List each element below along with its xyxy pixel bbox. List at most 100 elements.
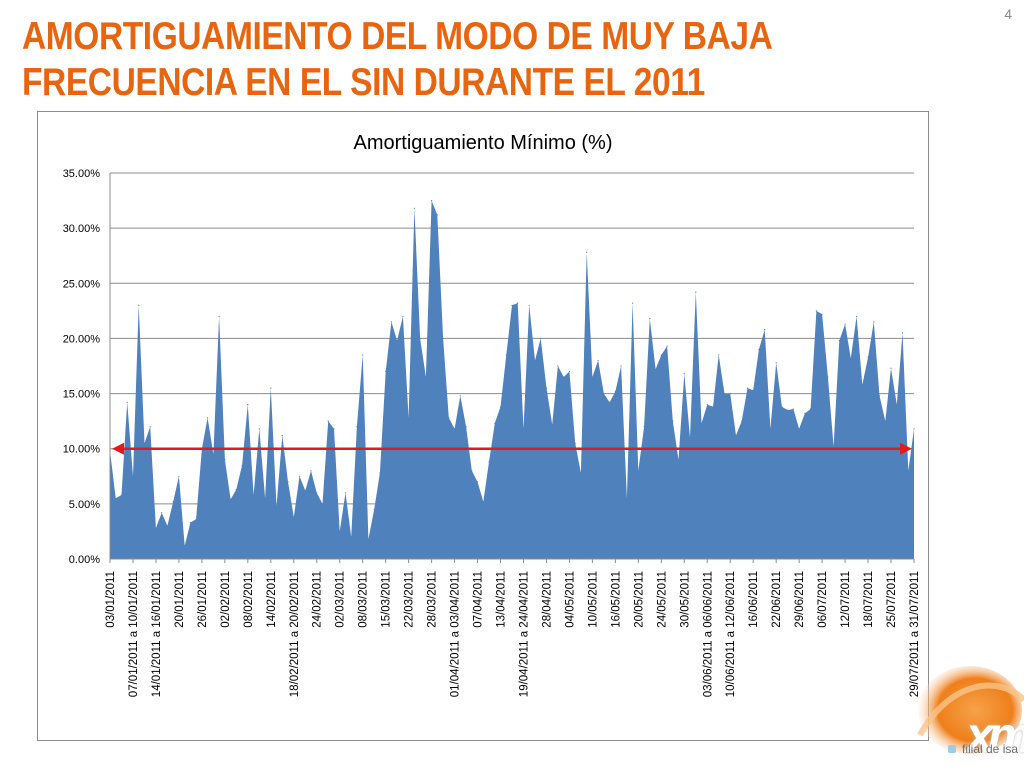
data-point — [706, 404, 708, 406]
data-point — [184, 545, 186, 547]
x-tick-label: 14/02/2011 — [266, 571, 278, 628]
data-point — [408, 417, 410, 419]
data-point — [275, 505, 278, 507]
data-point — [161, 512, 163, 514]
data-point — [833, 445, 835, 448]
data-point — [396, 340, 398, 342]
data-point — [522, 428, 525, 430]
data-point — [207, 417, 209, 419]
chart: Amortiguamiento Mínimo (%) 0.00% 5.00% 10.… — [63, 132, 921, 697]
data-point — [781, 406, 783, 408]
x-tick-label: 28/04/2011 — [541, 571, 553, 628]
x-tick-label: 13/04/2011 — [496, 571, 508, 628]
chart-frame: Amortiguamiento Mínimo (%) 0.00% 5.00% 10.… — [37, 111, 929, 741]
y-tick-label: 10.00% — [63, 444, 101, 456]
data-point — [120, 494, 123, 496]
data-point — [505, 354, 507, 356]
data-point — [752, 389, 754, 391]
data-point — [344, 492, 347, 494]
data-point — [827, 376, 829, 378]
data-point — [787, 409, 789, 411]
data-point — [132, 475, 134, 477]
data-point — [597, 359, 599, 362]
slide-title-line-1: AMORTIGUAMIENTO DEL MODO DE MUY BAJA — [22, 15, 773, 58]
data-point — [385, 370, 387, 373]
y-tick-label: 30.00% — [63, 223, 101, 235]
data-point — [528, 304, 530, 306]
x-tick-label: 10/05/2011 — [587, 571, 599, 628]
chart-title: Amortiguamiento Mínimo (%) — [354, 132, 613, 154]
data-point — [723, 393, 726, 395]
data-point — [695, 291, 697, 293]
data-point — [884, 420, 886, 422]
data-point — [367, 538, 369, 540]
data-point — [149, 426, 151, 428]
y-tick-label: 20.00% — [63, 333, 101, 345]
x-tick-label: 12/07/2011 — [840, 571, 852, 628]
data-point — [580, 472, 582, 474]
data-point — [166, 525, 168, 527]
x-tick-label: 07/01/2011 a 10/01/2011 — [128, 571, 140, 697]
data-point — [568, 370, 571, 373]
isa-mark-icon — [948, 745, 956, 753]
data-point — [287, 481, 289, 483]
data-point — [815, 310, 818, 312]
data-point — [189, 522, 191, 524]
data-point — [861, 384, 863, 386]
x-tick-label: 14/01/2011 a 16/01/2011 — [151, 571, 163, 697]
y-tick-label: 0.00% — [69, 554, 100, 566]
x-tick-label: 30/05/2011 — [679, 571, 691, 628]
data-point — [304, 490, 306, 492]
data-point — [666, 345, 668, 347]
data-point — [488, 461, 490, 463]
data-point — [792, 408, 795, 410]
x-tick-label: 03/01/2011 — [105, 571, 117, 628]
x-tick-label: 08/03/2011 — [358, 571, 370, 628]
data-point — [494, 422, 496, 424]
data-point — [224, 459, 226, 461]
data-point — [660, 354, 662, 356]
data-point — [712, 406, 714, 408]
data-point — [143, 442, 146, 444]
x-tick-label: 03/06/2011 a 06/06/2011 — [702, 571, 714, 697]
data-point — [419, 337, 421, 339]
x-tick-label: 29/07/2011 a 31/07/2011 — [909, 571, 921, 697]
y-tick-label: 5.00% — [69, 499, 100, 511]
data-point — [913, 428, 915, 430]
data-point — [230, 498, 232, 500]
area-series — [110, 200, 914, 559]
data-point — [138, 304, 140, 306]
data-point — [115, 497, 117, 499]
data-point — [425, 376, 427, 378]
x-tick-label: 29/06/2011 — [794, 571, 806, 628]
data-point — [350, 536, 352, 538]
data-point — [821, 313, 823, 315]
y-tick-label: 25.00% — [63, 278, 101, 290]
data-point — [362, 354, 364, 356]
data-point — [247, 404, 249, 406]
x-tick-label: 16/06/2011 — [748, 571, 760, 628]
data-point — [620, 365, 622, 367]
data-point — [890, 367, 892, 369]
data-point — [655, 368, 657, 370]
data-point — [448, 417, 450, 419]
x-tick-label: 22/03/2011 — [404, 571, 416, 628]
data-point — [907, 470, 909, 472]
x-tick-label: 10/06/2011 a 12/06/2011 — [725, 571, 737, 697]
data-point — [649, 318, 651, 320]
data-point — [850, 357, 852, 359]
data-point — [402, 315, 404, 317]
data-point — [476, 481, 479, 483]
data-point — [373, 508, 375, 510]
data-point — [729, 393, 731, 395]
data-point — [310, 470, 312, 472]
data-point — [195, 518, 197, 520]
data-point — [614, 390, 617, 392]
page-number: 4 — [1004, 6, 1012, 22]
data-point — [339, 530, 341, 532]
data-point — [471, 470, 473, 472]
data-point — [764, 329, 766, 331]
logo-text: xm — [966, 707, 1024, 763]
logo-swirl-icon — [917, 666, 1024, 754]
x-tick-label: 15/03/2011 — [381, 571, 393, 628]
